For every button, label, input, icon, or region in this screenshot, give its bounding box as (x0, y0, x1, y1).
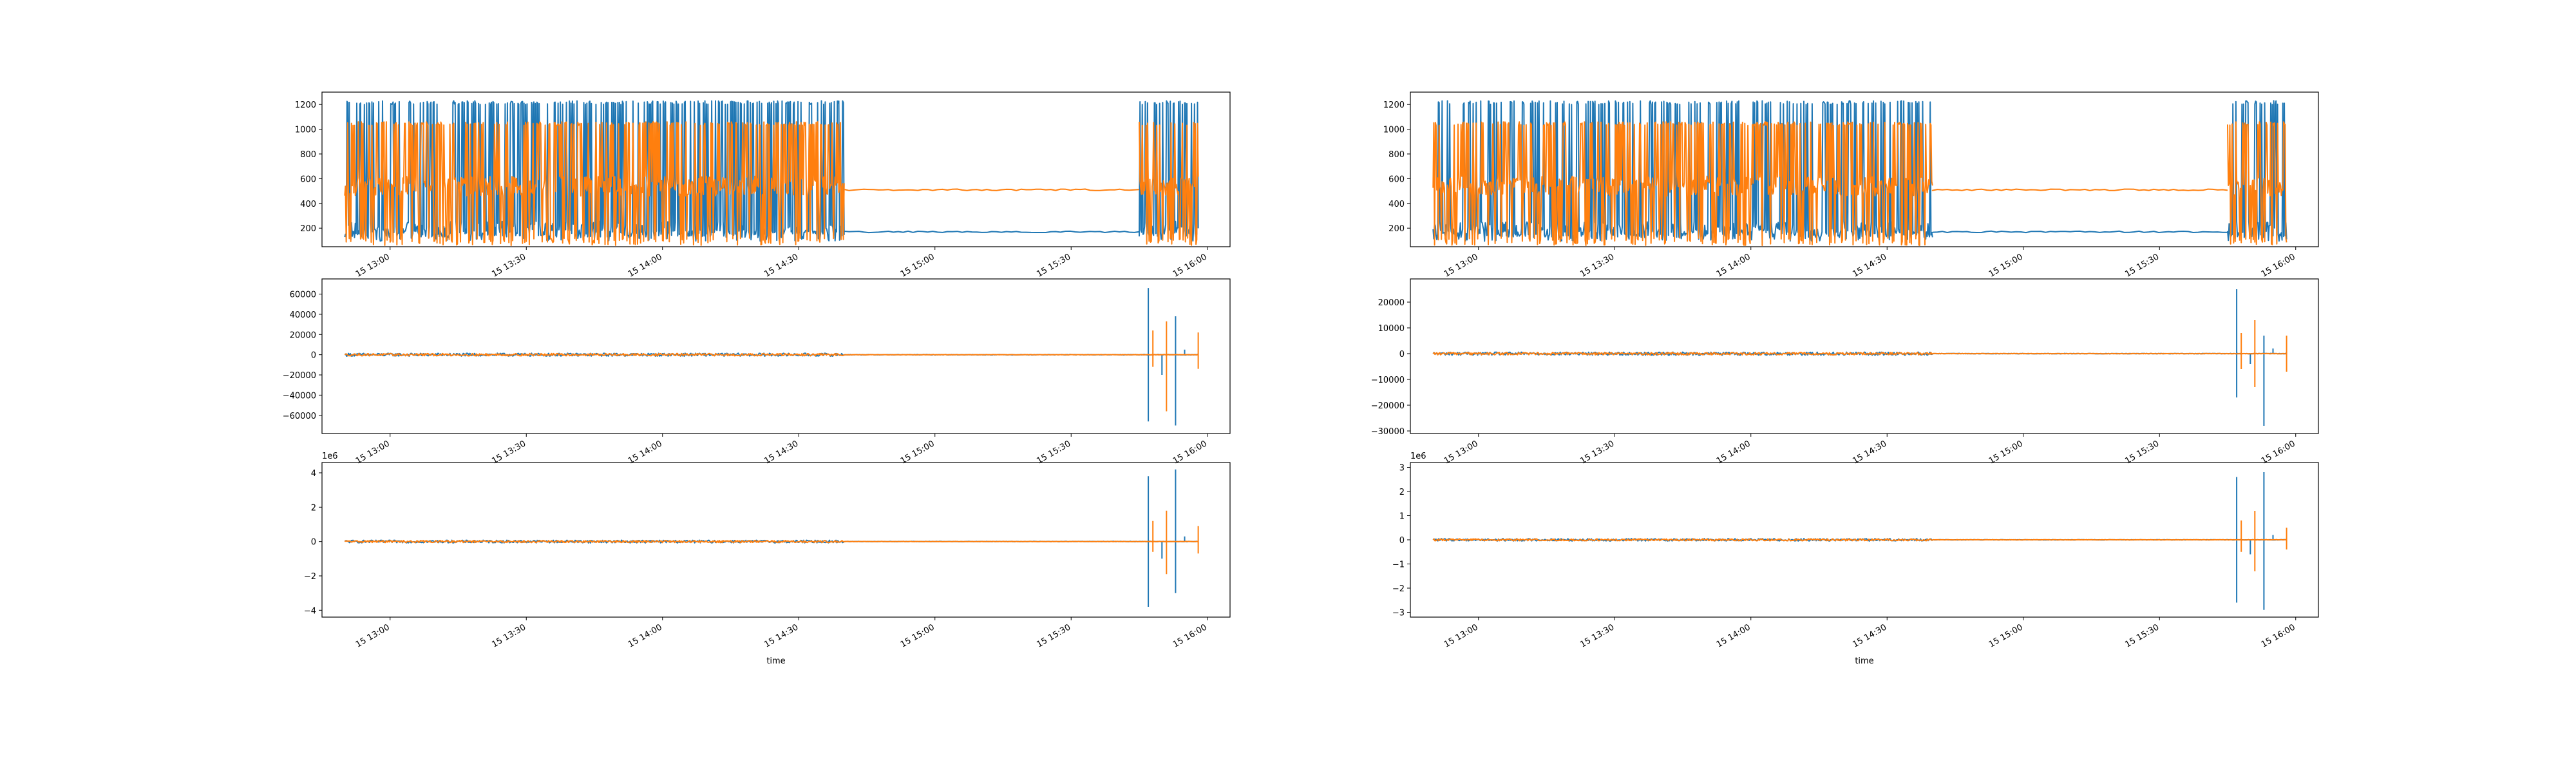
y-tick-label: 40000 (290, 310, 316, 320)
y-tick-label: 400 (1388, 200, 1405, 209)
series-line-2 (1432, 511, 2287, 571)
y-tick-label: 200 (300, 224, 316, 234)
y-tick-label: 600 (300, 175, 316, 184)
series-line-2 (344, 321, 1199, 412)
series-line-2 (344, 121, 1199, 246)
y-tick-label: −2 (1392, 584, 1405, 594)
series-line-1 (1432, 289, 2287, 426)
y-tick-label: −4 (304, 606, 316, 616)
series-line-2 (1432, 121, 2287, 246)
y-tick-label: −1 (1392, 560, 1405, 570)
y-tick-label: 1000 (1383, 126, 1405, 135)
y-tick-label: 60000 (290, 291, 316, 300)
y-tick-label: −60000 (283, 412, 316, 421)
axes-frame (321, 278, 1231, 434)
y-tick-label: 800 (1388, 150, 1405, 160)
y-tick-label: 2 (1399, 488, 1405, 497)
axis-offset-label: 1e6 (322, 452, 338, 461)
y-tick-label: 2 (311, 503, 316, 513)
y-tick-label: 0 (1399, 536, 1405, 546)
y-tick-label: 20000 (1378, 298, 1405, 308)
y-tick-label: 3 (1399, 464, 1405, 473)
y-tick-label: 200 (1388, 224, 1405, 234)
y-tick-label: −20000 (1371, 401, 1405, 411)
axes-frame (321, 462, 1231, 618)
y-tick-label: 20000 (290, 330, 316, 340)
y-tick-label: 0 (1399, 350, 1405, 359)
x-axis-title: time (1855, 656, 1873, 666)
y-tick-label: 0 (311, 538, 316, 548)
y-tick-label: −2 (304, 572, 316, 582)
axes-frame (1410, 91, 2319, 247)
y-tick-label: 10000 (1378, 324, 1405, 334)
y-tick-label: −3 (1392, 609, 1405, 618)
x-axis-title: time (766, 656, 785, 666)
y-tick-label: 800 (300, 150, 316, 160)
y-tick-label: 1000 (295, 126, 316, 135)
y-tick-label: −40000 (283, 391, 316, 401)
y-tick-label: 400 (300, 200, 316, 209)
y-tick-label: 0 (311, 351, 316, 361)
y-tick-label: 1200 (295, 100, 316, 110)
y-tick-label: 1 (1399, 512, 1405, 522)
y-tick-label: −30000 (1371, 427, 1405, 437)
y-tick-label: −20000 (283, 371, 316, 381)
axes-frame (321, 91, 1231, 247)
y-tick-label: −10000 (1371, 376, 1405, 385)
axes-frame (1410, 278, 2319, 434)
y-tick-label: 600 (1388, 175, 1405, 184)
series-line-2 (1432, 320, 2287, 387)
series-line-2 (344, 510, 1199, 575)
axis-offset-label: 1e6 (1410, 452, 1426, 461)
y-tick-label: 1200 (1383, 100, 1405, 110)
y-tick-label: 4 (311, 469, 316, 479)
series-line-1 (344, 288, 1198, 426)
